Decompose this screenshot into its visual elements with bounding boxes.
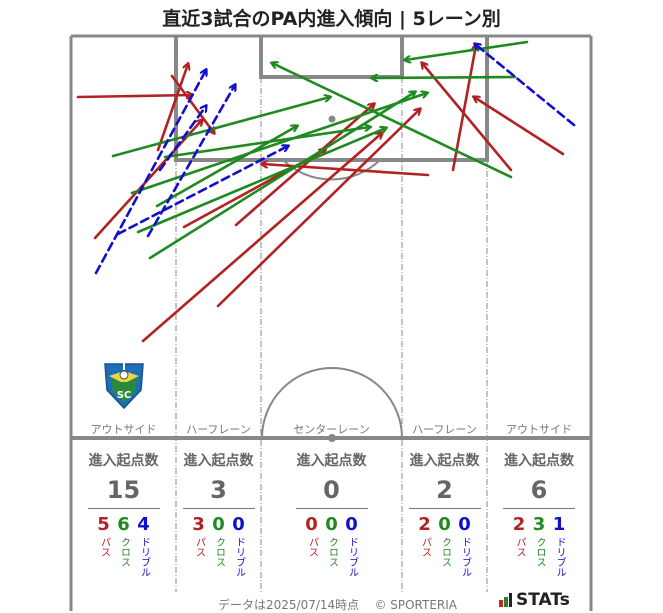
data-date: データは2025/07/14時点 (218, 598, 360, 612)
cross-arrow (272, 63, 513, 179)
pitch-lines (69, 34, 593, 611)
pass-arrow (451, 45, 476, 172)
cross-arrow (136, 128, 386, 234)
entry-arrows (76, 40, 576, 343)
cross-arrow (155, 126, 297, 208)
cross-count: 3 (532, 514, 546, 535)
pass-count: 5 (97, 514, 110, 535)
brand-name: STATs (516, 590, 570, 610)
lane-stats-center: 進入起点数 0 0 パス 0 クロス 0 ドリブル (261, 450, 402, 577)
dribble-arrow (94, 70, 206, 275)
pass-arrow (234, 104, 374, 227)
stats-header: 進入起点数 (296, 453, 367, 469)
cross-count: 0 (325, 514, 338, 535)
dribble-count: 4 (137, 514, 150, 535)
dribble-arrow (158, 106, 206, 172)
lane-stats-outside-left: 進入起点数 15 5 パス 6 クロス 4 ドリブル (71, 450, 176, 577)
lane-label-halfspace-left: ハーフレーン (186, 423, 251, 436)
copyright: © SPORTERIA (374, 598, 458, 612)
pass-count: 3 (192, 514, 205, 535)
dribble-arrow (146, 85, 235, 238)
dribble-count: 0 (345, 514, 358, 535)
stats-header: 進入起点数 (88, 453, 159, 469)
dribble-count: 0 (232, 514, 245, 535)
lane-label-center: センターレーン (293, 423, 370, 436)
lane-stats-halfspace-left: 進入起点数 3 3 パス 0 クロス 0 ドリブル (176, 450, 261, 577)
lane-stats-outside-right: 進入起点数 6 2 パス 3 クロス 1 ドリブル (487, 450, 591, 577)
pass-arrow (93, 120, 202, 240)
chart-title: 直近3試合のPA内進入傾向 | 5レーン別 (162, 8, 501, 30)
lane-label-outside-right: アウトサイド (506, 423, 572, 436)
svg-text:SC: SC (117, 390, 132, 401)
cross-arrow (372, 77, 517, 78)
pass-arrow (474, 97, 565, 156)
stats-total: 6 (530, 476, 548, 504)
pass-arrow (156, 64, 188, 152)
lane-label-outside-left: アウトサイド (90, 423, 157, 436)
stats-total: 2 (436, 476, 453, 504)
dribble-arrow (475, 44, 576, 127)
cross-arrow (148, 92, 415, 260)
footer-credits: データは2025/07/14時点 © SPORTERIA (218, 596, 457, 613)
cross-arrow (111, 97, 330, 158)
pass-count: 0 (305, 514, 318, 535)
pass-arrow (141, 133, 382, 343)
stats-total: 15 (106, 476, 141, 504)
stats-header: 進入起点数 (409, 453, 480, 469)
lane-stats-halfspace-right: 進入起点数 2 2 パス 0 クロス 0 ドリブル (402, 450, 487, 577)
cross-count: 6 (117, 514, 130, 535)
cross-arrow (405, 40, 529, 60)
stats-brand-logo: STATs (499, 590, 570, 610)
pass-arrow (262, 164, 430, 177)
pass-arrow (422, 63, 513, 172)
stats-header: 進入起点数 (183, 453, 254, 469)
pass-arrow (76, 95, 192, 97)
stats-total: 0 (323, 476, 340, 504)
lane-label-halfspace-right: ハーフレーン (412, 423, 477, 436)
cross-count: 0 (438, 514, 451, 535)
dribble-arrow (116, 146, 288, 236)
cross-count: 0 (212, 514, 225, 535)
stats-header: 進入起点数 (504, 453, 574, 469)
cross-arrow (163, 127, 370, 159)
pass-arrow (216, 109, 420, 308)
bar-chart-icon (499, 593, 512, 607)
stats-total: 3 (210, 476, 227, 504)
team-logo: SC (101, 358, 147, 410)
pass-arrow (170, 74, 214, 133)
pass-count: 2 (512, 514, 526, 535)
dribble-count: 1 (552, 514, 566, 535)
pass-count: 2 (418, 514, 431, 535)
dribble-count: 0 (458, 514, 471, 535)
